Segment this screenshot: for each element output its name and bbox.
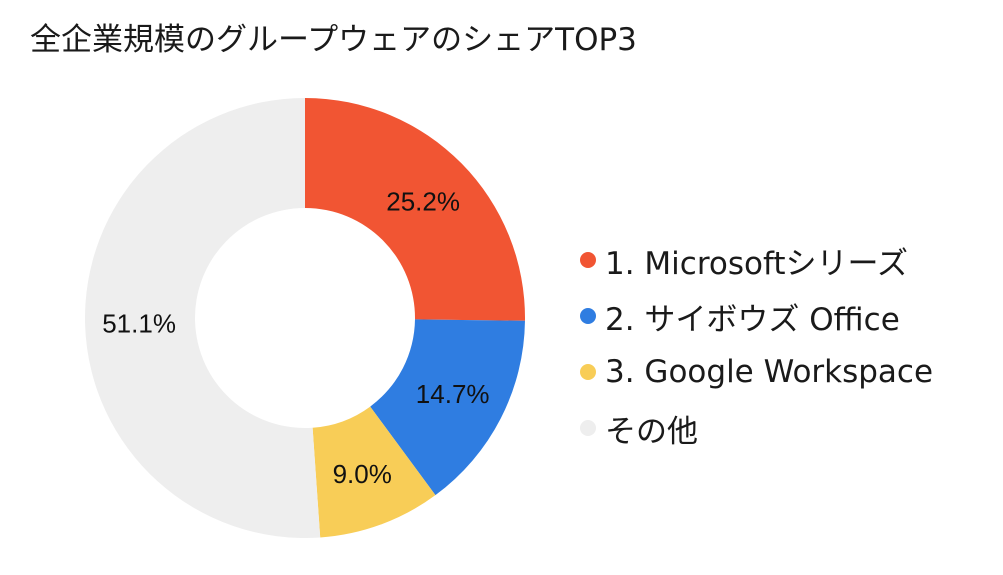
legend-swatch-3	[580, 364, 596, 380]
legend-label-3: 3. Google Workspace	[605, 354, 934, 390]
slice-label-1: 25.2%	[386, 186, 460, 216]
legend-item-3: 3. Google Workspace	[580, 344, 933, 400]
pie-slice-1	[305, 98, 525, 321]
legend-swatch-1	[580, 252, 596, 268]
legend-label-2: 2. サイボウズ Office	[605, 301, 900, 338]
pie-slice-3	[312, 406, 436, 538]
legend-item-1: 1. Microsoftシリーズ	[580, 232, 933, 288]
legend-item-2: 2. サイボウズ Office	[580, 288, 933, 344]
donut-chart: 25.2% 14.7% 9.0% 51.1%	[84, 98, 525, 539]
slice-label-2: 14.7%	[416, 379, 490, 409]
slice-label-3: 9.0%	[333, 459, 392, 489]
legend-label-4: その他	[605, 413, 698, 450]
chart-title: 全企業規模のグループウェアのシェアTOP3	[30, 22, 637, 58]
legend-item-4: その他	[580, 400, 933, 456]
slice-label-4: 51.1%	[102, 309, 176, 339]
legend-label-1: 1. Microsoftシリーズ	[605, 245, 908, 282]
pie-slice-2	[370, 319, 525, 496]
legend-swatch-2	[580, 308, 596, 324]
legend-swatch-4	[580, 420, 596, 436]
pie-slice-4	[84, 98, 321, 539]
legend: 1. Microsoftシリーズ 2. サイボウズ Office 3. Google…	[580, 232, 933, 456]
